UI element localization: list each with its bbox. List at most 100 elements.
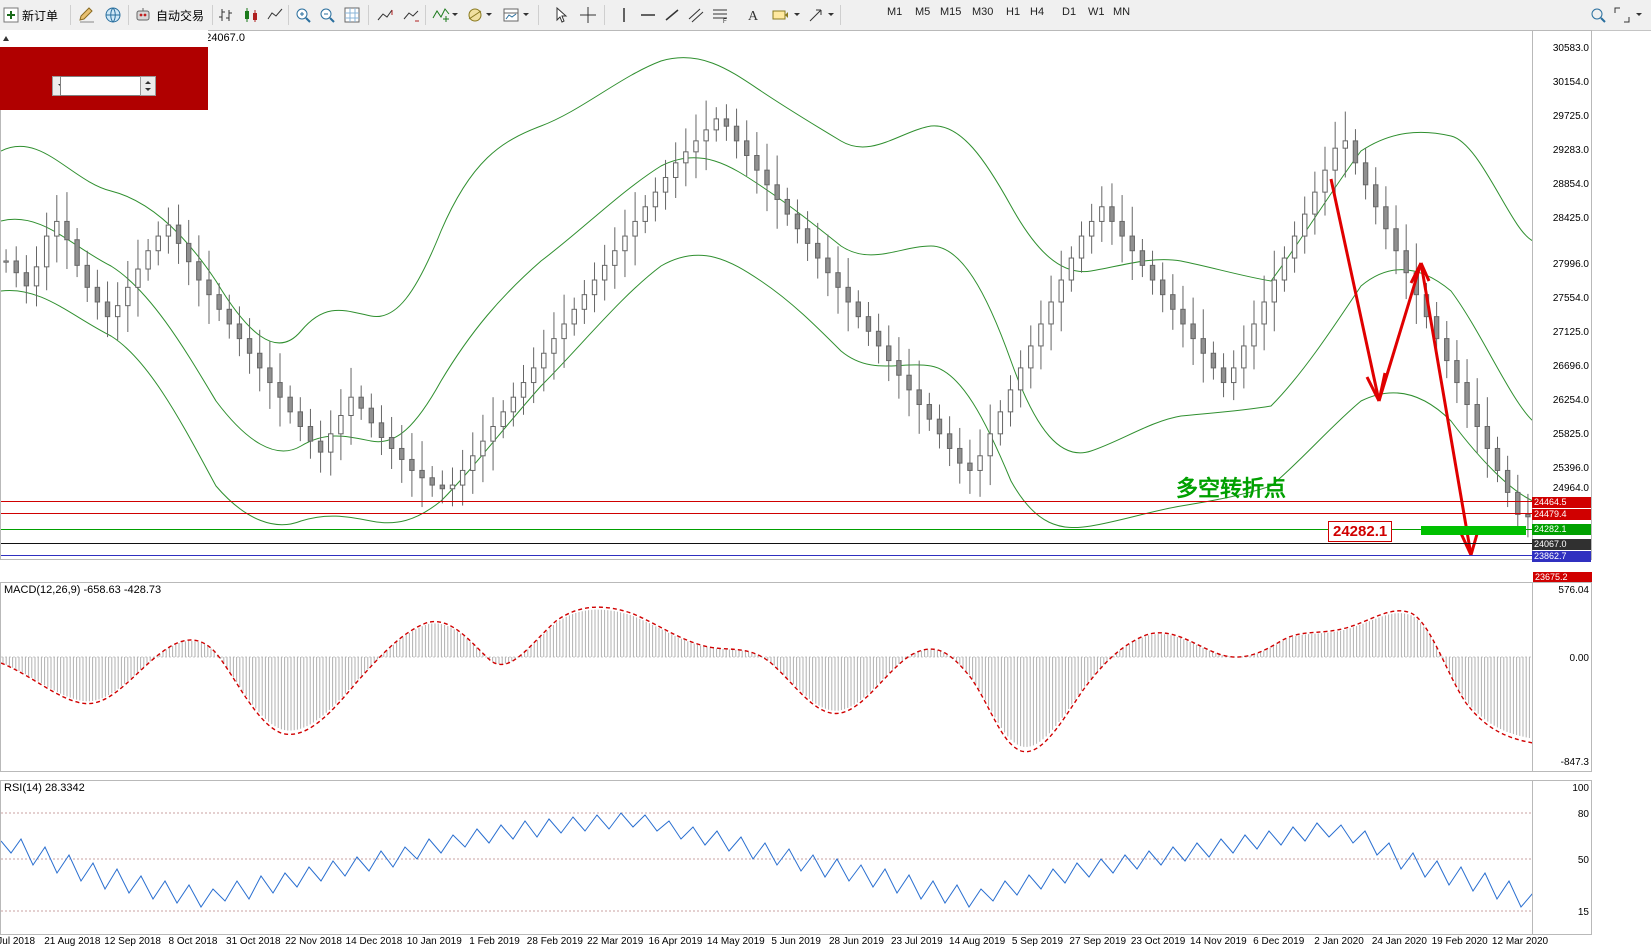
x-tick-label: 28 Feb 2019 xyxy=(526,936,583,947)
level-tag-24067: 24067.0 xyxy=(1532,539,1591,550)
order-icon xyxy=(2,33,12,43)
label-icon[interactable] xyxy=(770,3,790,27)
x-tick-label: 22 Nov 2018 xyxy=(285,936,342,947)
arrow-icon[interactable] xyxy=(806,3,826,27)
macd-tick-label: -847.3 xyxy=(1560,757,1589,768)
hline-icon[interactable] xyxy=(638,3,658,27)
rsi-label: RSI(14) 28.3342 xyxy=(4,782,85,794)
bar-chart-icon[interactable] xyxy=(216,3,238,27)
level-tag-23675: 23675.2 xyxy=(1533,572,1592,583)
fibo-icon[interactable]: F xyxy=(710,3,730,27)
chart-annotation-text: 多空转折点 xyxy=(1176,476,1287,501)
y-tick-label: 25396.0 xyxy=(1552,463,1589,474)
timeframe-d1[interactable]: D1 xyxy=(1062,6,1077,18)
autoscroll-icon[interactable] xyxy=(400,3,422,27)
cursor-icon[interactable] xyxy=(552,3,572,27)
label-chevron-down-icon[interactable] xyxy=(792,3,802,27)
status-bar xyxy=(0,935,1651,951)
candlestick-icon[interactable] xyxy=(240,3,262,27)
trendline-icon[interactable] xyxy=(662,3,682,27)
timeframe-w1[interactable]: W1 xyxy=(1088,6,1105,18)
templates-icon[interactable] xyxy=(500,3,522,27)
macd-label: MACD(12,26,9) -658.63 -428.73 xyxy=(4,584,162,596)
pencil-icon[interactable] xyxy=(76,3,98,27)
new-order-label[interactable]: 新订单 xyxy=(22,8,59,23)
channel-icon[interactable] xyxy=(686,3,706,27)
green-highlight-bar xyxy=(1421,526,1526,535)
new-order-icon[interactable] xyxy=(2,3,20,27)
x-tick-label: 12 Sep 2018 xyxy=(104,936,161,947)
grid-icon[interactable] xyxy=(341,3,363,27)
macd-y-axis: 576.04 0.00 -847.3 xyxy=(1532,583,1591,771)
price-callout: 24282.1 xyxy=(1328,521,1393,542)
drawn-arrow-2 xyxy=(1377,262,1431,402)
rsi-tick-label: 50 xyxy=(1577,855,1589,866)
search-icon[interactable] xyxy=(1588,3,1608,27)
x-tick-label: 10 Jan 2019 xyxy=(406,936,462,947)
level-tag-24479: 24479.4 xyxy=(1532,509,1591,520)
objects-icon[interactable] xyxy=(464,3,486,27)
robot-icon[interactable] xyxy=(132,3,154,27)
timeframe-h1[interactable]: H1 xyxy=(1006,6,1021,18)
crosshair-icon[interactable] xyxy=(578,3,598,27)
toolbar-separator xyxy=(128,5,129,25)
level-line-24067 xyxy=(1,543,1533,544)
y-tick-label: 28854.0 xyxy=(1552,179,1589,190)
arrow-chevron-down-icon[interactable] xyxy=(826,3,836,27)
x-tick-label: 14 Nov 2019 xyxy=(1190,936,1247,947)
y-tick-label: 26254.0 xyxy=(1552,395,1589,406)
macd-tick-label: 0.00 xyxy=(1569,653,1589,664)
toolbar-chevron-down-icon[interactable] xyxy=(1632,3,1646,27)
timeframe-m1[interactable]: M1 xyxy=(887,6,903,18)
price-y-axis[interactable]: 30583.0 30154.0 29725.0 29283.0 28854.0 … xyxy=(1532,31,1591,562)
x-tick-label: 5 Sep 2019 xyxy=(1011,936,1064,947)
timeframe-mn[interactable]: MN xyxy=(1113,6,1131,18)
macd-plot xyxy=(1,606,1533,753)
level-line-23862 xyxy=(1,555,1533,556)
price-pane[interactable]: HK50-,Daily 24660.0 24683.0 23997.0 2406… xyxy=(0,30,1592,562)
x-tick-label: 14 Aug 2019 xyxy=(949,936,1006,947)
objects-chevron-down-icon[interactable] xyxy=(484,3,494,27)
svg-text:F: F xyxy=(723,19,727,24)
x-tick-label: 8 Oct 2018 xyxy=(168,936,218,947)
x-tick-label: 19 Feb 2020 xyxy=(1431,936,1488,947)
timeframe-m30[interactable]: M30 xyxy=(972,6,994,18)
timeframe-m15[interactable]: M15 xyxy=(940,6,962,18)
x-tick-label: 14 May 2019 xyxy=(706,936,765,947)
macd-pane[interactable]: MACD(12,26,9) -658.63 -428.73 576.04 0.0… xyxy=(0,582,1592,772)
indicators-icon[interactable] xyxy=(430,3,452,27)
templates-chevron-down-icon[interactable] xyxy=(521,3,531,27)
zoom-out-icon[interactable] xyxy=(316,3,338,27)
level-line-24282 xyxy=(1,529,1533,530)
level-line-24464 xyxy=(1,501,1533,502)
x-tick-label: 21 Aug 2018 xyxy=(44,936,101,947)
rsi-plot xyxy=(1,812,1533,912)
one-click-trade-panel[interactable] xyxy=(0,30,208,110)
rsi-y-axis: 100 80 50 15 xyxy=(1532,781,1591,934)
y-tick-label: 28425.0 xyxy=(1552,213,1589,224)
price-plot xyxy=(1,57,1533,556)
rsi-pane[interactable]: RSI(14) 28.3342 100 80 50 15 xyxy=(0,780,1592,935)
text-icon[interactable]: A xyxy=(744,3,764,27)
x-tick-label: 28 Jun 2019 xyxy=(828,936,884,947)
x-tick-label: 24 Jan 2020 xyxy=(1371,936,1427,947)
line-chart-icon[interactable] xyxy=(264,3,286,27)
globe-icon[interactable] xyxy=(102,3,124,27)
toolbar-separator xyxy=(70,5,71,25)
autotrading-label[interactable]: 自动交易 xyxy=(156,8,205,23)
indicators-chevron-down-icon[interactable] xyxy=(450,3,460,27)
zoom-in-icon[interactable] xyxy=(292,3,314,27)
rsi-tick-label: 80 xyxy=(1577,809,1589,820)
shift-icon[interactable] xyxy=(374,3,396,27)
vline-icon[interactable] xyxy=(614,3,634,27)
expand-icon[interactable] xyxy=(1612,3,1632,27)
drawn-arrow-3 xyxy=(1419,262,1481,556)
timeframe-h4[interactable]: H4 xyxy=(1030,6,1045,18)
y-tick-label: 25825.0 xyxy=(1552,429,1589,440)
x-tick-label: 12 Mar 2020 xyxy=(1491,936,1549,947)
timeframe-m5[interactable]: M5 xyxy=(915,6,931,18)
volume-input[interactable] xyxy=(60,76,142,96)
x-tick-label: 6 Dec 2019 xyxy=(1253,936,1305,947)
volume-stepper[interactable] xyxy=(140,76,156,96)
